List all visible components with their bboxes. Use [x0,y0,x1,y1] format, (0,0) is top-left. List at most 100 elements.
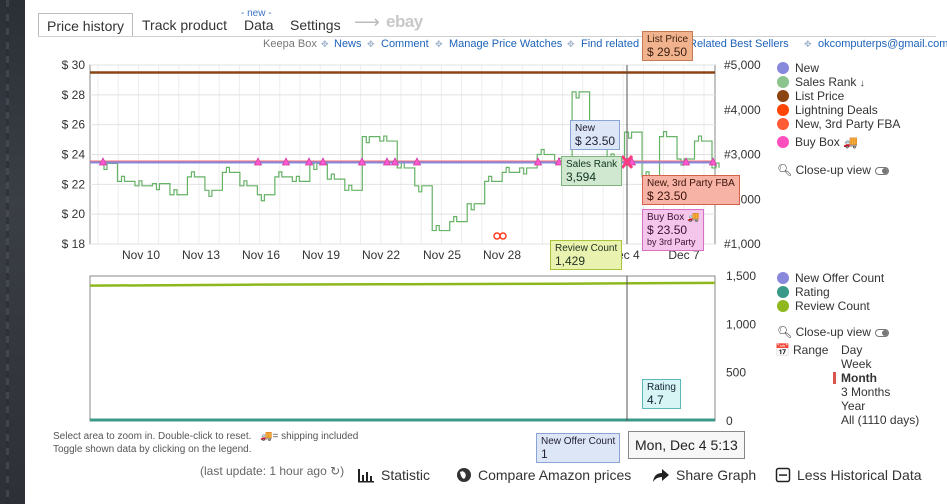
tab-track-product[interactable]: Track product [142,17,228,33]
lightning-deal-marker [499,232,507,240]
range-option-all[interactable]: All (1110 days) [841,413,920,427]
legend-dot-icon [777,300,789,312]
y-tick-label: $ 22 [62,177,86,191]
legend-dot-icon [777,136,789,148]
globe-icon [457,468,471,482]
toggle-icon [874,328,889,337]
refresh-icon[interactable]: ↻) [330,464,345,478]
buy-box-marker [304,157,314,166]
share-icon [653,469,669,482]
review-count-line [89,281,716,287]
legend-dot-icon [777,76,789,88]
last-update: (last update: 1 hour ago ↻) [200,464,345,478]
related-best-sellers-link[interactable]: Related Best Sellers [689,38,789,50]
zoom-hint: Select area to zoom in. Double-click to … [53,431,252,442]
minus-square-icon [775,467,791,483]
buy-box-marker [412,157,422,166]
tab-divider [38,36,936,37]
legend-dot-icon [777,286,789,298]
bar-chart-icon [358,469,374,483]
range-selected-marker [833,372,836,384]
buy-box-marker [681,157,691,166]
plot-frame [89,275,716,422]
news-link[interactable]: News [334,38,362,50]
calendar-icon: 📅 [775,343,790,357]
statistic-button[interactable]: Statistic [357,467,430,483]
truck-icon: 🚚 [687,212,700,223]
tab-price-history[interactable]: Price history [38,13,134,37]
rating-tooltip: Rating 4.7 [642,379,681,409]
range-label: Range [793,343,829,357]
truck-icon: 🚚 [843,135,858,149]
buy-box-marker [390,157,400,166]
separator-icon: ✥ [804,39,812,49]
keepa-box-link[interactable]: Keepa Box [263,38,317,50]
buy-box-marker [708,157,718,166]
range-option-day[interactable]: Day [841,343,863,357]
left-window-edge [0,0,25,504]
legend-dot-icon [777,118,789,130]
y-right-tick-label: 1,500 [726,269,756,283]
buy-box-marker [357,157,367,166]
new-badge: - new - [241,8,272,19]
range-option-year[interactable]: Year [841,399,866,413]
crosshair-date-tooltip: Mon, Dec 4 5:13 [628,431,745,459]
range-option-3-months[interactable]: 3 Months [841,385,891,399]
range-option-week[interactable]: Week [841,357,872,371]
y-right-tick-label: #1,000 [724,237,761,251]
buy-box-marker [554,157,564,166]
compare-amazon-prices-button[interactable]: Compare Amazon prices [456,467,631,483]
sort-down-icon: ↓ [859,78,865,89]
review-count-tooltip: Review Count 1,429 [550,240,623,270]
manage-price-watches-link[interactable]: Manage Price Watches [449,38,563,50]
find-related-link[interactable]: Find related [581,38,640,50]
x-tick-label: Nov 19 [302,248,340,262]
y-right-tick-label: #5,000 [724,58,761,72]
less-historical-data-button[interactable]: Less Historical Data [775,467,922,483]
y-tick-label: $ 24 [62,148,86,162]
buy-box-marker [627,157,637,166]
buy-box-marker [318,157,328,166]
share-graph-button[interactable]: Share Graph [652,467,756,483]
shipping-note: 🚚= shipping included [260,431,359,442]
y-tick-label: $ 26 [62,118,86,132]
x-tick-label: Nov 10 [122,248,160,262]
buy-box-marker [98,157,108,166]
legend-dot-icon [777,90,789,102]
legend-dot-icon [777,62,789,74]
closeup-view-toggle-top[interactable]: 🔍︎ Close-up view [777,163,889,177]
buy-box-marker [281,157,291,166]
closeup-view-toggle-bottom[interactable]: 🔍︎ Close-up view [777,325,889,339]
separator-icon: ✥ [321,39,329,49]
ebay-tab-logo[interactable]: ebay [386,12,423,31]
y-right-tick-label: #4,000 [724,103,761,117]
y-right-tick-label: 1,000 [726,317,756,331]
tab-bar: Price history Track product Data Setting… [38,13,598,37]
buy-box-marker [533,157,543,166]
reviews-plot[interactable]: 1,500 1,000 500 0 [89,269,756,428]
y-tick-label: $ 28 [62,88,86,102]
list-price-tooltip: List Price $ 29.50 [642,31,694,61]
buy-box-marker [253,157,263,166]
x-tick-label: Dec 7 [668,248,700,262]
comment-link[interactable]: Comment [381,38,429,50]
arrow-right-icon: ⟶ [354,12,380,32]
x-tick-label: Nov 25 [423,248,461,262]
y-tick-label: $ 30 [62,58,86,72]
toggle-icon [874,166,889,175]
x-tick-label: Nov 13 [182,248,220,262]
tab-settings[interactable]: Settings [290,17,341,33]
x-tick-label: Nov 16 [242,248,280,262]
new-price-tooltip: New $ 23.50 [570,120,621,150]
new-offer-count-tooltip: New Offer Count 1 [536,433,621,463]
separator-icon: ✥ [367,39,375,49]
buy-box-tooltip: Buy Box 🚚 $ 23.50 by 3rd Party [642,209,705,251]
tab-data[interactable]: Data [244,17,274,33]
y-right-tick-label: 0 [726,414,733,428]
x-tick-label: Nov 22 [362,248,400,262]
search-icon: 🔍︎ [777,163,793,177]
account-email-link[interactable]: okcomputerps@gmail.com [818,38,947,50]
range-option-month[interactable]: Month [841,371,877,385]
fba-price-tooltip: New, 3rd Party FBA $ 23.50 [642,175,740,205]
